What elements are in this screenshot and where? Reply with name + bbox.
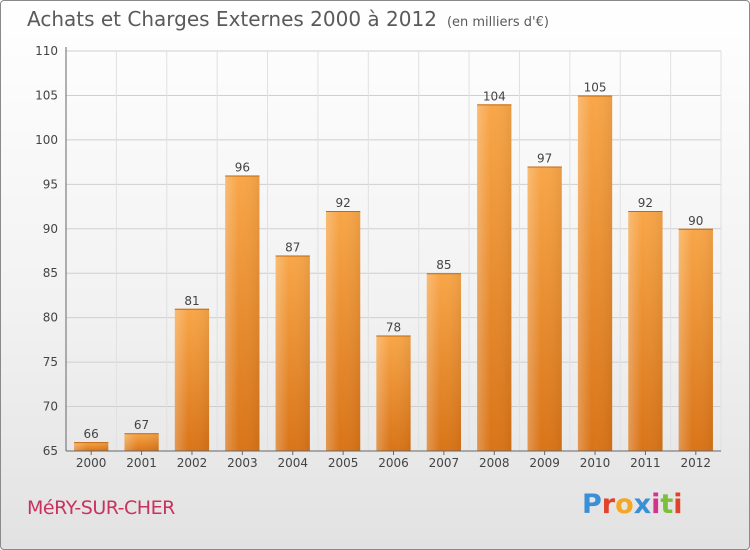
axes: 65 70 75 80 85 90 95 100 105 110 2000 2001 2002 2003 2… bbox=[35, 44, 721, 470]
x-tick-label-2002: 2002 bbox=[177, 456, 208, 470]
x-tick-label-2006: 2006 bbox=[378, 456, 409, 470]
bar-shade-2012 bbox=[678, 228, 713, 451]
data-label-2006: 78 bbox=[386, 320, 401, 334]
data-labels: 66 67 81 96 87 92 78 85 104 97 105 92 90 bbox=[84, 80, 704, 441]
x-tick-label-2004: 2004 bbox=[277, 456, 308, 470]
bar-shade-2002 bbox=[174, 308, 210, 451]
bar-shade-2003 bbox=[225, 175, 260, 451]
proxiti-logo[interactable]: Proxiti bbox=[582, 489, 683, 520]
bar-shade-2004 bbox=[275, 255, 310, 451]
bar-shade-2000 bbox=[74, 442, 109, 451]
x-tick-label-2009: 2009 bbox=[529, 456, 560, 470]
bar-shade-2008 bbox=[477, 104, 512, 451]
y-tick-label: 100 bbox=[35, 133, 58, 147]
data-label-2004: 87 bbox=[285, 240, 300, 254]
title-text: Achats et Charges Externes 2000 à 2012 bbox=[27, 7, 437, 31]
bar-shade-2009 bbox=[527, 166, 562, 452]
x-tick-label-2008: 2008 bbox=[479, 456, 510, 470]
data-label-2011: 92 bbox=[638, 196, 653, 210]
y-tick-label: 75 bbox=[43, 355, 58, 369]
bar-shade-2005 bbox=[325, 211, 361, 451]
logo-letter: P bbox=[582, 489, 602, 520]
data-label-2005: 92 bbox=[335, 196, 350, 210]
x-tick-label-2003: 2003 bbox=[227, 456, 258, 470]
data-label-2003: 96 bbox=[235, 160, 250, 174]
x-tick-label-2012: 2012 bbox=[681, 456, 712, 470]
y-tick-label: 105 bbox=[35, 88, 58, 102]
x-tick-label-2005: 2005 bbox=[328, 456, 359, 470]
logo-letter: i bbox=[651, 489, 661, 520]
bar-shade-2007 bbox=[426, 273, 462, 451]
y-tick-label: 85 bbox=[43, 266, 58, 280]
bar-shade-2001 bbox=[124, 433, 159, 451]
bar-shade-2011 bbox=[628, 211, 663, 451]
y-tick-label: 65 bbox=[43, 444, 58, 458]
x-tick-label-2010: 2010 bbox=[580, 456, 611, 470]
data-label-2010: 105 bbox=[584, 80, 607, 94]
data-label-2009: 97 bbox=[537, 152, 552, 166]
y-tick-label: 80 bbox=[43, 311, 58, 325]
bars bbox=[74, 95, 713, 452]
logo-letter: t bbox=[660, 489, 674, 520]
data-label-2008: 104 bbox=[483, 89, 506, 103]
y-tick-label: 70 bbox=[43, 400, 58, 414]
chart-subtitle: (en milliers d'€) bbox=[446, 15, 549, 30]
x-tick-label-2011: 2011 bbox=[630, 456, 661, 470]
y-tick-label: 110 bbox=[35, 44, 58, 58]
x-tick-label-2007: 2007 bbox=[429, 456, 460, 470]
logo-letter: r bbox=[601, 489, 616, 520]
commune-name: MéRY-SUR-CHER bbox=[27, 497, 175, 519]
chart-title: Achats et Charges Externes 2000 à 2012 (e… bbox=[27, 7, 549, 31]
logo-letter: o bbox=[615, 489, 634, 520]
y-tick-label: 90 bbox=[43, 222, 58, 236]
bar-shade-2006 bbox=[376, 335, 411, 451]
data-label-2007: 85 bbox=[436, 258, 451, 272]
data-label-2001: 67 bbox=[134, 418, 149, 432]
data-label-2000: 66 bbox=[84, 427, 99, 441]
data-label-2012: 90 bbox=[688, 214, 703, 228]
data-label-2002: 81 bbox=[184, 294, 199, 308]
x-tick-label-2001: 2001 bbox=[126, 456, 157, 470]
y-tick-label: 95 bbox=[43, 177, 58, 191]
bar-shade-2010 bbox=[577, 95, 613, 451]
x-tick-label-2000: 2000 bbox=[76, 456, 107, 470]
logo-letter: x bbox=[633, 489, 652, 520]
logo-letter: i bbox=[673, 489, 683, 520]
